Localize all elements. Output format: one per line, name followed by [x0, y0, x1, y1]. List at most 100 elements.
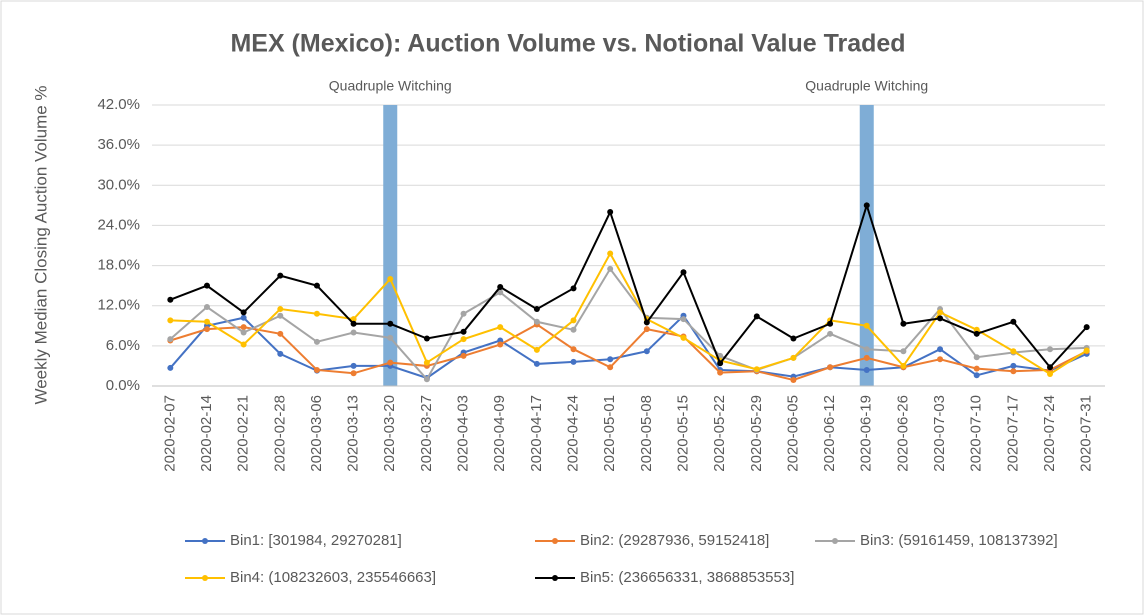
- y-tick-label: 0.0%: [106, 377, 140, 394]
- highlight-band: [383, 105, 398, 386]
- y-tick-label: 12.0%: [97, 297, 140, 314]
- data-point: [790, 376, 797, 383]
- data-point: [643, 348, 650, 355]
- data-point: [570, 285, 577, 292]
- data-point: [423, 335, 430, 342]
- data-point: [533, 318, 540, 325]
- y-tick-label: 6.0%: [106, 337, 140, 354]
- data-point: [1047, 346, 1054, 353]
- series-line: [170, 323, 1088, 382]
- data-point: [937, 356, 944, 363]
- data-point: [167, 317, 174, 324]
- data-point: [203, 282, 210, 289]
- data-point: [753, 313, 760, 320]
- data-point: [313, 282, 320, 289]
- data-point: [387, 334, 394, 341]
- data-point: [973, 372, 980, 379]
- data-point: [313, 310, 320, 317]
- data-point: [497, 283, 504, 290]
- data-point: [900, 362, 907, 369]
- data-point: [387, 275, 394, 282]
- data-point: [460, 352, 467, 359]
- data-point: [240, 309, 247, 316]
- data-point: [827, 320, 834, 327]
- legend-marker: [832, 538, 838, 544]
- annotation: Quadruple Witching: [329, 78, 452, 94]
- data-point: [717, 360, 724, 367]
- x-tick-label: 2020-05-29: [748, 395, 765, 472]
- data-point: [460, 310, 467, 317]
- x-tick-label: 2020-04-09: [491, 395, 508, 472]
- data-point: [460, 336, 467, 343]
- data-point: [570, 317, 577, 324]
- highlight-band: [859, 105, 874, 386]
- data-point: [167, 364, 174, 371]
- data-point: [607, 209, 614, 216]
- data-point: [277, 350, 284, 357]
- data-point: [350, 316, 357, 323]
- data-point: [277, 272, 284, 279]
- data-point: [497, 341, 504, 348]
- data-point: [753, 366, 760, 373]
- legend-marker: [552, 538, 558, 544]
- data-point: [827, 364, 834, 371]
- data-point: [240, 324, 247, 331]
- data-point: [203, 318, 210, 325]
- y-axis-label: Weekly Median Closing Auction Volume %: [31, 85, 50, 404]
- y-tick-label: 24.0%: [97, 216, 140, 233]
- legend-label: Bin5: (236656331, 3868853553]: [580, 569, 794, 586]
- data-point: [240, 341, 247, 348]
- x-tick-label: 2020-05-08: [638, 395, 655, 472]
- x-tick-label: 2020-03-13: [345, 395, 362, 472]
- data-point: [167, 296, 174, 303]
- data-point: [1047, 364, 1054, 371]
- data-point: [717, 369, 724, 376]
- data-point: [1047, 370, 1054, 377]
- data-point: [313, 338, 320, 345]
- x-tick-label: 2020-02-28: [271, 395, 288, 472]
- data-point: [350, 370, 357, 377]
- data-point: [863, 354, 870, 361]
- data-point: [973, 365, 980, 372]
- legend-label: Bin4: (108232603, 235546663]: [230, 569, 436, 586]
- legend-label: Bin1: [301984, 29270281]: [230, 532, 402, 549]
- data-point: [533, 346, 540, 353]
- legend-marker: [202, 538, 208, 544]
- x-tick-label: 2020-05-22: [711, 395, 728, 472]
- data-point: [790, 354, 797, 361]
- y-tick-label: 36.0%: [97, 136, 140, 153]
- data-point: [863, 346, 870, 353]
- data-point: [900, 348, 907, 355]
- data-point: [863, 366, 870, 373]
- data-point: [973, 330, 980, 337]
- legend-label: Bin3: (59161459, 108137392]: [860, 532, 1058, 549]
- x-tick-label: 2020-03-06: [308, 395, 325, 472]
- data-point: [240, 329, 247, 336]
- data-point: [570, 326, 577, 333]
- data-point: [643, 319, 650, 326]
- data-point: [607, 364, 614, 371]
- data-point: [350, 362, 357, 369]
- data-point: [643, 326, 650, 333]
- data-point: [1010, 348, 1017, 355]
- legend-label: Bin2: (29287936, 59152418]: [580, 532, 769, 549]
- data-point: [350, 329, 357, 336]
- y-tick-label: 18.0%: [97, 257, 140, 274]
- x-tick-label: 2020-04-17: [528, 395, 545, 472]
- x-tick-label: 2020-07-17: [1004, 395, 1021, 472]
- data-point: [607, 356, 614, 363]
- x-tick-label: 2020-07-31: [1078, 395, 1095, 472]
- x-tick-label: 2020-07-03: [931, 395, 948, 472]
- chart-title: MEX (Mexico): Auction Volume vs. Notiona…: [230, 30, 905, 58]
- data-point: [607, 250, 614, 257]
- data-point: [680, 269, 687, 276]
- x-tick-label: 2020-06-26: [894, 395, 911, 472]
- data-point: [790, 335, 797, 342]
- x-tick-label: 2020-07-24: [1041, 395, 1058, 472]
- data-point: [533, 360, 540, 367]
- y-tick-label: 42.0%: [97, 96, 140, 113]
- data-point: [240, 314, 247, 321]
- data-point: [1010, 318, 1017, 325]
